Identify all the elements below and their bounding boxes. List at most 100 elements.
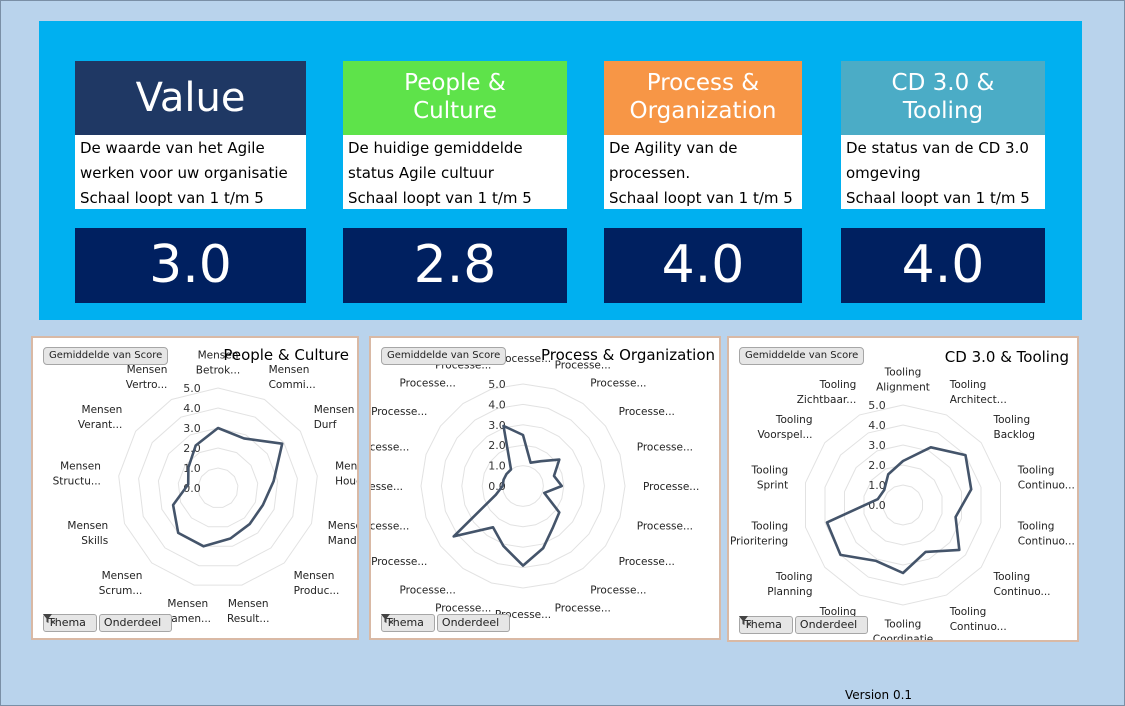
desc-line: werken voor uw organisatie	[80, 164, 288, 182]
category-label: Processe...	[435, 603, 491, 615]
category-label: Mensen	[198, 350, 239, 362]
grid-ring	[805, 404, 1001, 606]
category-label: Betrok...	[196, 365, 240, 377]
category-label: Mensen	[328, 520, 357, 532]
category-label: Produc...	[294, 585, 340, 597]
series-line	[452, 424, 564, 567]
people-culture-card-description: De huidige gemiddelde status Agile cultu…	[343, 135, 567, 209]
thema-filter-button[interactable]: Thema	[43, 614, 97, 632]
onderdeel-filter-label: Onderdeel	[441, 616, 500, 629]
category-label: Tooling	[884, 367, 922, 379]
category-label: Continuo...	[1018, 480, 1075, 492]
category-label: Architect...	[950, 394, 1007, 406]
card-title-text: CD 3.0 & Tooling	[891, 70, 995, 124]
card-title-text: People & Culture	[404, 70, 506, 124]
tick-label: 5.0	[183, 382, 201, 395]
tick-label: 1.0	[868, 479, 886, 492]
tick-label: 4.0	[183, 402, 201, 415]
chart-title: Process & Organization	[540, 346, 715, 364]
card-title-text: Process & Organization	[629, 70, 777, 124]
category-label: Tooling	[775, 414, 813, 426]
tick-label: 2.0	[488, 439, 506, 452]
category-label: Tooling	[751, 521, 789, 533]
grid-ring	[177, 447, 259, 528]
category-label: Tooling	[1017, 465, 1055, 477]
thema-filter-label: Thema	[48, 616, 86, 629]
onderdeel-filter-button[interactable]: Onderdeel	[381, 614, 511, 632]
radar-chart: 5.0 4.0 3.0 2.0 1.0 0.0 Processe... Processe...…	[371, 353, 699, 621]
grid-ring	[461, 424, 585, 548]
filter-bar: Thema Onderdeel	[739, 616, 869, 634]
category-label: Mensen	[60, 460, 101, 472]
onderdeel-filter-button[interactable]: Onderdeel	[739, 616, 869, 634]
category-label: Mensen	[269, 364, 310, 376]
category-label: Prioritering	[730, 536, 788, 548]
category-label: Processe...	[371, 481, 403, 493]
grid-ring	[863, 464, 943, 546]
chart-title: CD 3.0 & Tooling	[944, 348, 1069, 366]
category-label: Tooling	[819, 606, 857, 618]
category-label: Mensen	[167, 598, 208, 610]
category-label: Continuo...	[994, 586, 1051, 598]
category-label: Tooling	[993, 414, 1031, 426]
category-label: Tooling	[751, 465, 789, 477]
grid-ring	[844, 444, 962, 566]
tick-label: 5.0	[868, 399, 886, 412]
thema-filter-label: Thema	[744, 618, 782, 631]
category-label: Durf	[314, 419, 337, 431]
category-label: Structu...	[53, 475, 101, 487]
category-label: Processe...	[590, 377, 646, 389]
category-label: Processe...	[619, 556, 675, 568]
onderdeel-filter-label: Onderdeel	[103, 616, 162, 629]
thema-filter-button[interactable]: Thema	[381, 614, 435, 632]
category-label: Vertro...	[126, 379, 168, 391]
process-organization-chart-panel: 5.0 4.0 3.0 2.0 1.0 0.0 Processe... Processe...…	[369, 336, 721, 640]
cd-tooling-score: 4.0	[841, 228, 1045, 303]
field-button-score[interactable]: Gemiddelde van Score	[739, 347, 865, 365]
thema-filter-button[interactable]: Thema	[739, 616, 793, 634]
category-label: Processe...	[643, 481, 699, 493]
onderdeel-filter-button[interactable]: Onderdeel	[43, 614, 173, 632]
tick-label: 4.0	[488, 398, 506, 411]
category-label: Mensen	[314, 404, 355, 416]
category-label: Processe...	[371, 556, 427, 568]
tick-label: 0.0	[488, 480, 506, 493]
tick-label: 1.0	[488, 460, 506, 473]
process-organization-card-description: De Agility van de processen. Schaal loop…	[604, 135, 802, 209]
category-label: Tooling	[884, 619, 922, 631]
category-label: Mensen	[294, 570, 335, 582]
category-label: Backlog	[994, 429, 1036, 441]
value-score: 3.0	[75, 228, 306, 303]
category-label: Continuo...	[1018, 536, 1075, 548]
grid-ring	[420, 383, 626, 589]
cd-tooling-card-description: De status van de CD 3.0 omgeving Schaal …	[841, 135, 1045, 209]
category-label: Mensen	[82, 404, 123, 416]
grid-ring	[157, 427, 279, 547]
category-label: Processe...	[371, 521, 409, 533]
category-label: Tooling	[949, 379, 987, 391]
desc-line: status Agile cultuur	[348, 164, 494, 182]
grid-ring	[197, 467, 239, 508]
tick-label: 5.0	[488, 378, 506, 391]
category-label: Processe...	[637, 521, 693, 533]
category-label: Manda...	[328, 535, 357, 547]
field-button-score[interactable]: Gemiddelde van Score	[43, 347, 169, 365]
grid-ring	[118, 387, 318, 586]
people-culture-chart-panel: 5.0 4.0 3.0 2.0 1.0 0.0 Mensen Betrok... Mensen C…	[31, 336, 359, 640]
thema-filter-label: Thema	[386, 616, 424, 629]
category-label: Verant...	[78, 419, 122, 431]
category-label: Processe...	[555, 359, 611, 371]
category-label: Mensen	[228, 598, 269, 610]
process-organization-card-title: Process & Organization	[604, 61, 802, 135]
category-label: Processe...	[399, 585, 455, 597]
series-line	[171, 426, 284, 548]
category-label: Mensen	[335, 460, 357, 472]
category-label: Processe...	[495, 353, 551, 365]
field-button-score[interactable]: Gemiddelde van Score	[381, 347, 507, 365]
category-label: Mensen	[67, 520, 108, 532]
tick-label: 3.0	[488, 419, 506, 432]
category-label: Processe...	[555, 603, 611, 615]
cd-tooling-card-title: CD 3.0 & Tooling	[841, 61, 1045, 135]
